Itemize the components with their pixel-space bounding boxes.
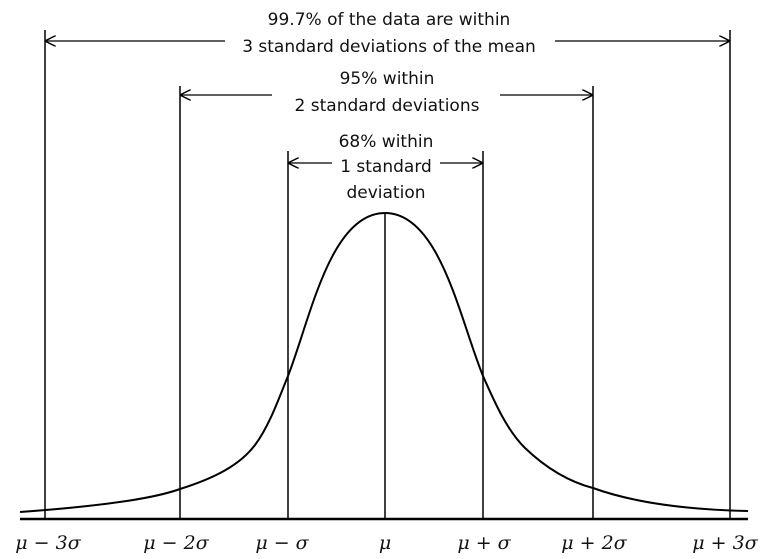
- one-sd-label-line1: 68% within: [339, 132, 434, 152]
- one-sd-label-line2: 1 standard: [340, 157, 432, 177]
- two-sd-label-line2: 2 standard deviations: [295, 96, 480, 116]
- three-sd-label-line2: 3 standard deviations of the mean: [242, 37, 536, 57]
- two-sd-label-line1: 95% within: [340, 69, 435, 89]
- one-sd-label-line3: deviation: [346, 183, 425, 203]
- tick-label-plus2: μ + 2σ: [561, 532, 627, 554]
- bell-curve: [19, 211, 749, 513]
- tick-label-plus1: μ + σ: [457, 532, 511, 554]
- tick-label-mean: μ: [379, 532, 391, 554]
- tick-label-minus1: μ − σ: [255, 532, 309, 554]
- tick-label-minus3: μ − 3σ: [15, 532, 81, 554]
- three-sd-label-line1: 99.7% of the data are within: [268, 10, 511, 30]
- tick-label-plus3: μ + 3σ: [692, 532, 758, 554]
- tick-label-minus2: μ − 2σ: [143, 532, 209, 554]
